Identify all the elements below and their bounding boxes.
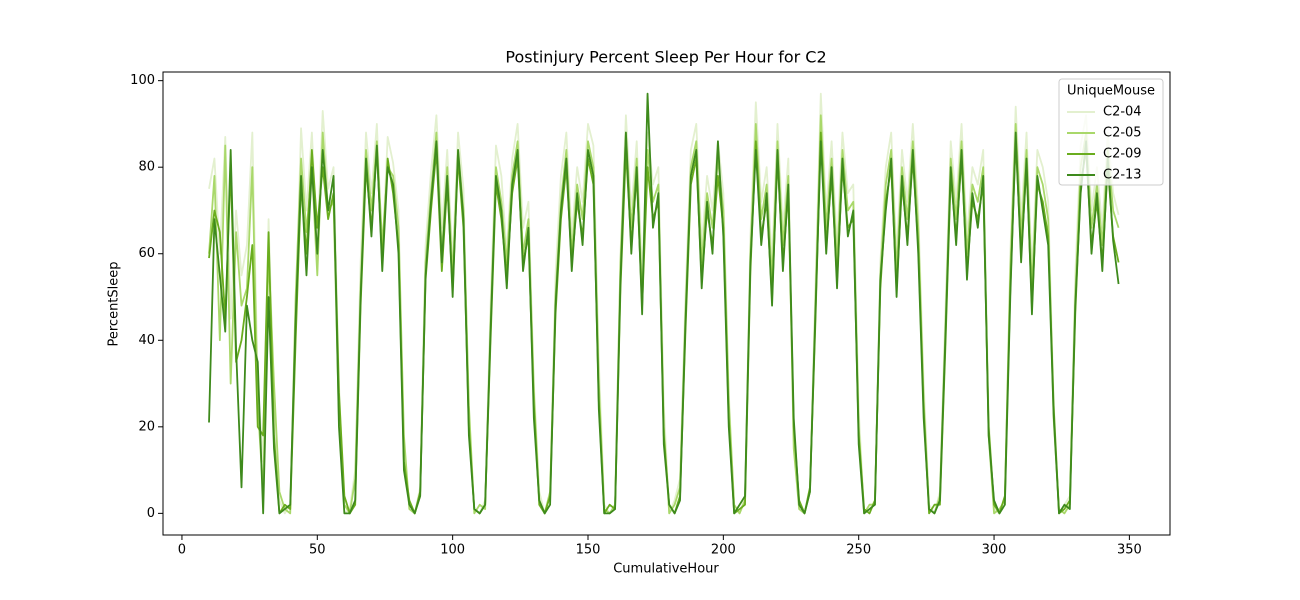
legend: UniqueMouse C2-04 C2-05 C2-09 C2-13 <box>1058 78 1164 186</box>
y-tick-label: 80 <box>138 160 155 175</box>
x-tick-label: 150 <box>576 543 601 558</box>
legend-label: C2-05 <box>1103 126 1142 141</box>
y-tick-label: 20 <box>138 419 155 434</box>
chart-title: Postinjury Percent Sleep Per Hour for C2 <box>505 48 826 67</box>
legend-label: C2-13 <box>1103 168 1142 183</box>
x-tick-label: 0 <box>178 543 186 558</box>
legend-box <box>1058 78 1164 186</box>
legend-label: C2-04 <box>1103 105 1142 120</box>
x-tick-label: 350 <box>1117 543 1142 558</box>
x-tick-label: 250 <box>846 543 871 558</box>
plot-area <box>208 92 1120 515</box>
series-line <box>208 92 1120 515</box>
axes: 0 50 100 150 200 250 300 350 0 20 40 60 80 100 <box>130 73 1142 557</box>
y-tick-label: 0 <box>147 506 155 521</box>
x-tick-label: 100 <box>440 543 465 558</box>
legend-label: C2-09 <box>1103 147 1142 162</box>
y-tick-label: 40 <box>138 333 155 348</box>
y-tick-label: 60 <box>138 246 155 261</box>
x-tick-label: 200 <box>711 543 736 558</box>
x-axis-label: CumulativeHour <box>613 562 719 577</box>
y-tick-label: 100 <box>130 73 155 88</box>
axes-frame <box>162 71 1171 536</box>
legend-title: UniqueMouse <box>1067 84 1155 99</box>
x-tick-label: 50 <box>309 543 326 558</box>
x-tick-label: 300 <box>982 543 1007 558</box>
y-axis-label: PercentSleep <box>107 261 122 346</box>
